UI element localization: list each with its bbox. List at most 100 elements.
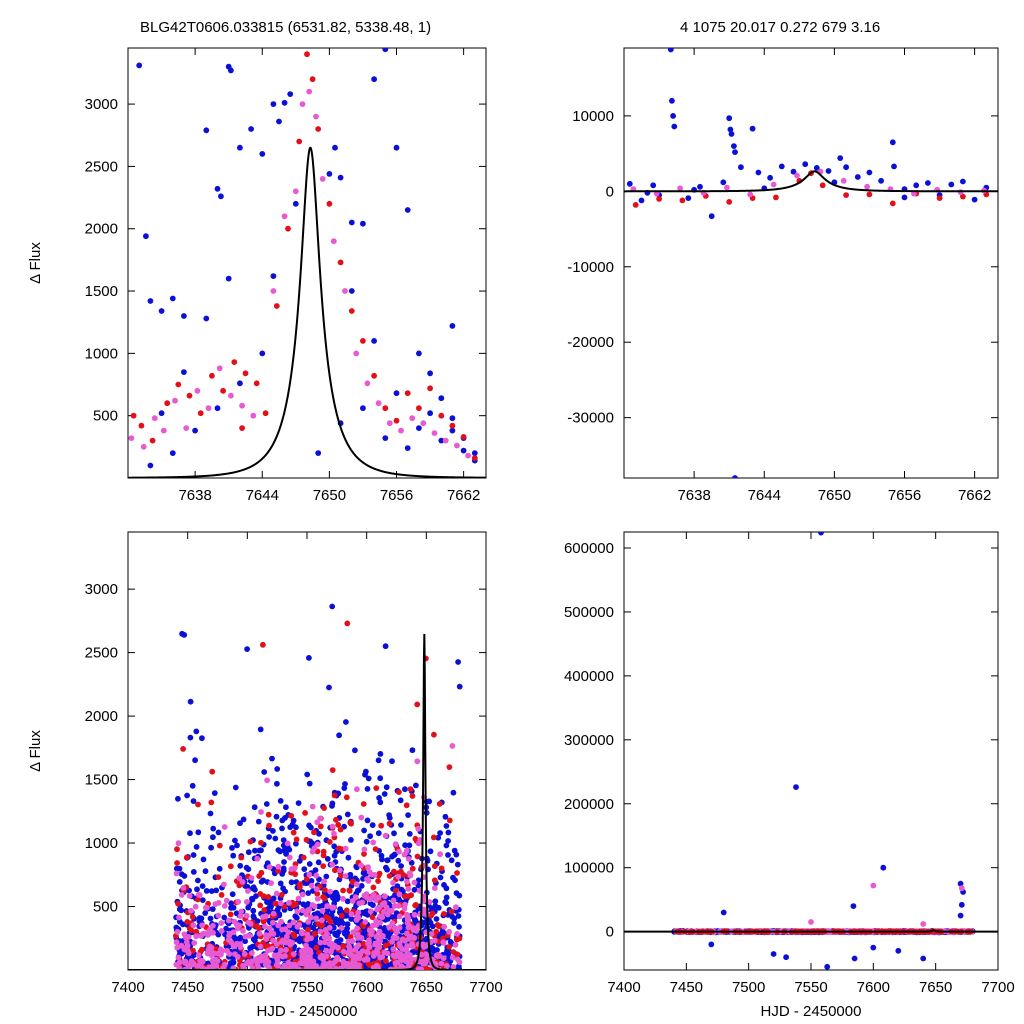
data-point-blue xyxy=(259,350,266,357)
data-point-pink xyxy=(226,951,233,957)
data-point-blue xyxy=(331,843,338,850)
data-point-pink xyxy=(405,885,412,892)
model-curve xyxy=(128,633,486,970)
data-points xyxy=(626,48,990,478)
data-point-pink xyxy=(188,907,195,914)
data-points xyxy=(671,532,976,970)
data-point-pink xyxy=(345,961,351,968)
data-point-red xyxy=(471,455,478,461)
data-point-blue xyxy=(708,213,715,220)
data-point-pink xyxy=(183,425,190,431)
data-point-pink xyxy=(411,911,418,918)
data-point-red xyxy=(265,811,272,818)
data-point-pink xyxy=(292,188,299,195)
data-point-pink xyxy=(299,907,306,914)
data-point-red xyxy=(326,839,333,845)
data-point-pink xyxy=(303,911,310,918)
data-point-pink xyxy=(359,899,366,906)
data-point-blue xyxy=(818,532,824,536)
data-point-pink xyxy=(374,940,381,947)
data-point-pink xyxy=(453,904,459,911)
x-tick-label: 7400 xyxy=(607,979,640,996)
data-point-pink xyxy=(406,870,413,876)
data-point-blue xyxy=(237,820,243,827)
y-tick-label: 1500 xyxy=(85,772,118,789)
data-point-pink xyxy=(254,855,261,862)
data-point-blue xyxy=(255,818,262,825)
x-tick-label: 7650 xyxy=(410,979,443,996)
data-point-pink xyxy=(214,958,221,964)
data-point-blue xyxy=(326,684,332,691)
data-point-pink xyxy=(308,914,314,921)
data-point-blue xyxy=(190,869,197,875)
data-point-pink xyxy=(376,928,383,935)
data-point-blue xyxy=(249,896,256,903)
x-tick-label: 7400 xyxy=(111,979,144,996)
data-point-blue xyxy=(221,914,228,921)
data-point-pink xyxy=(254,960,261,967)
data-point-pink xyxy=(299,948,306,954)
data-point-blue xyxy=(232,837,238,844)
data-point-red xyxy=(227,863,234,870)
data-point-pink xyxy=(281,213,288,220)
data-point-pink xyxy=(221,881,227,888)
data-point-pink xyxy=(262,923,268,930)
data-point-red xyxy=(679,197,686,204)
data-point-pink xyxy=(379,954,386,960)
data-point-blue xyxy=(389,853,395,860)
data-point-blue xyxy=(193,728,200,735)
data-point-red xyxy=(441,911,447,917)
data-point-blue xyxy=(279,825,285,832)
data-point-blue xyxy=(389,758,395,765)
data-point-blue xyxy=(295,800,302,806)
data-point-red xyxy=(319,921,325,928)
y-tick-label: 2000 xyxy=(85,708,118,725)
data-point-pink xyxy=(354,925,360,932)
data-point-pink xyxy=(404,878,410,885)
data-point-pink xyxy=(128,435,135,441)
data-point-pink xyxy=(396,891,403,898)
x-tick-label: 7650 xyxy=(919,979,952,996)
plot-frame xyxy=(127,47,487,479)
data-point-red xyxy=(371,372,377,379)
data-point-blue xyxy=(405,812,411,818)
data-point-red xyxy=(370,884,377,891)
data-point-red xyxy=(321,805,327,811)
data-point-blue xyxy=(270,101,277,107)
data-point-blue xyxy=(283,804,289,811)
data-point-pink xyxy=(296,921,303,928)
data-point-red xyxy=(383,958,389,964)
data-point-pink xyxy=(200,965,207,970)
data-point-pink xyxy=(337,965,344,970)
data-point-pink xyxy=(237,913,244,919)
data-point-pink xyxy=(920,921,927,927)
data-point-pink xyxy=(389,920,396,927)
data-point-red xyxy=(320,894,326,900)
data-point-pink xyxy=(452,942,459,948)
data-point-blue xyxy=(445,852,451,858)
data-point-red xyxy=(296,138,303,145)
x-tick-label: 7550 xyxy=(794,979,827,996)
data-point-pink xyxy=(366,869,373,875)
data-point-blue xyxy=(228,67,234,74)
data-point-blue xyxy=(720,909,727,916)
data-point-pink xyxy=(266,864,273,871)
data-point-blue xyxy=(237,862,244,869)
data-point-blue xyxy=(790,168,797,175)
data-point-blue xyxy=(323,873,330,880)
data-point-blue xyxy=(411,886,418,893)
data-point-blue xyxy=(370,902,376,908)
data-point-pink xyxy=(381,893,388,900)
data-point-red xyxy=(347,819,354,826)
data-point-blue xyxy=(329,803,335,809)
data-point-pink xyxy=(309,803,316,810)
data-point-blue xyxy=(234,842,240,849)
data-point-blue xyxy=(824,963,831,970)
data-point-pink xyxy=(340,948,347,955)
data-point-pink xyxy=(258,809,264,815)
data-point-red xyxy=(275,868,281,874)
data-point-red xyxy=(290,931,297,938)
data-point-blue xyxy=(228,900,235,907)
data-point-blue xyxy=(443,842,450,849)
data-point-blue xyxy=(175,795,181,802)
